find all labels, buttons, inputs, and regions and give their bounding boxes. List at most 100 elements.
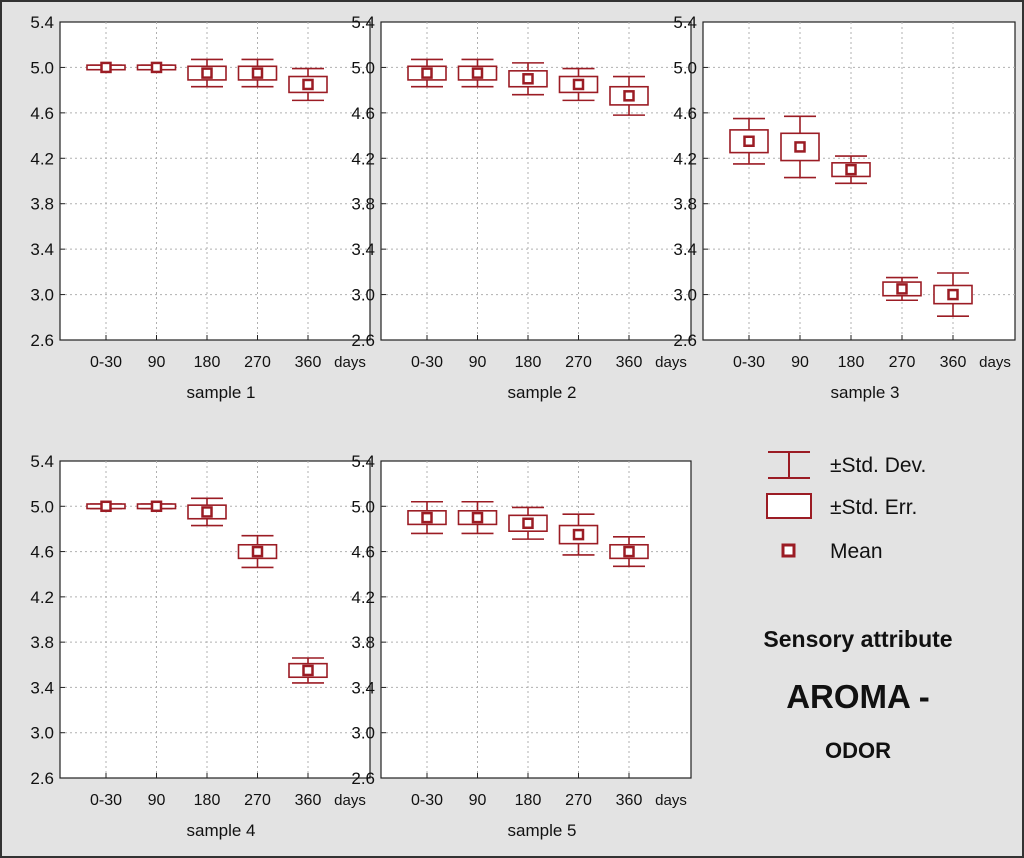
box-mark xyxy=(780,115,820,179)
x-tick-label: 270 xyxy=(565,792,592,809)
box-mark xyxy=(558,513,599,556)
box-mark xyxy=(508,62,548,96)
box-mark xyxy=(86,61,126,74)
y-tick-label: 5.0 xyxy=(30,58,54,77)
mean-marker xyxy=(251,67,264,79)
x-tick-label: 360 xyxy=(616,792,643,809)
x-unit-label: days xyxy=(979,354,1011,371)
mean-marker xyxy=(572,78,585,91)
x-tick-label: 180 xyxy=(838,354,865,371)
chart-panels: 5.4 5.0 4.6 4.2 3.8 3.4 3.0 2.6 0-30 90 180 270 360 d… xyxy=(30,13,1016,840)
x-tick-label: 0-30 xyxy=(90,792,122,809)
x-tick-label: 270 xyxy=(889,354,916,371)
y-tick-label: 3.0 xyxy=(351,286,375,305)
x-tick-label: 90 xyxy=(791,354,809,371)
y-tick-label: 3.8 xyxy=(351,195,375,214)
y-tick-label: 3.8 xyxy=(351,633,375,652)
x-tick-label: 0-30 xyxy=(411,354,443,371)
x-tick-label: 270 xyxy=(244,354,271,371)
mean-marker xyxy=(794,141,806,153)
y-tick-label: 4.6 xyxy=(351,104,375,123)
mean-marker xyxy=(471,511,484,524)
title-line-1: Sensory attribute xyxy=(763,626,952,652)
legend-label-std-err: ±Std. Err. xyxy=(830,496,917,519)
y-tick-label: 5.0 xyxy=(351,58,375,77)
mean-marker xyxy=(522,517,534,530)
x-tick-label: 90 xyxy=(148,792,166,809)
mean-marker xyxy=(100,61,112,74)
x-unit-label: days xyxy=(334,354,366,371)
y-tick-label: 4.6 xyxy=(673,104,697,123)
box-mark xyxy=(187,497,227,527)
y-tick-label: 5.4 xyxy=(351,452,375,471)
mean-marker xyxy=(947,288,959,301)
box-mark xyxy=(237,534,278,569)
mean-marker xyxy=(845,163,857,176)
sample-label: sample 4 xyxy=(187,821,256,840)
box-mark xyxy=(933,272,973,317)
y-tick-label: 5.4 xyxy=(351,13,375,32)
y-tick-label: 3.8 xyxy=(673,195,697,214)
y-tick-label: 4.2 xyxy=(30,149,54,168)
box-mark xyxy=(288,657,328,684)
mean-marker xyxy=(302,78,314,91)
box-mark xyxy=(237,58,278,88)
y-tick-label: 5.0 xyxy=(30,497,54,516)
mean-marker xyxy=(421,67,433,79)
box-mark xyxy=(407,58,447,88)
legend-label-mean: Mean xyxy=(830,540,883,563)
mean-marker xyxy=(201,506,213,518)
x-tick-label: 360 xyxy=(940,354,967,371)
y-tick-label: 5.4 xyxy=(30,13,54,32)
panel-sample-3: 5.4 5.0 4.6 4.2 3.8 3.4 3.0 2.6 0-30 90 180 270 360 d… xyxy=(673,13,1016,402)
x-tick-label: 0-30 xyxy=(411,792,443,809)
y-tick-label: 3.4 xyxy=(30,240,54,259)
x-tick-label: 0-30 xyxy=(90,354,122,371)
mean-marker xyxy=(150,500,163,513)
mean-marker xyxy=(572,528,585,541)
x-tick-label: 180 xyxy=(194,354,221,371)
box-mark xyxy=(508,506,548,540)
box-mark xyxy=(729,117,769,165)
x-tick-label: 360 xyxy=(295,354,322,371)
mean-marker xyxy=(522,73,534,85)
title-line-3: ODOR xyxy=(825,738,891,763)
sample-label: sample 3 xyxy=(831,383,900,402)
x-tick-label: 270 xyxy=(565,354,592,371)
y-tick-label: 3.0 xyxy=(673,286,697,305)
x-tick-label: 90 xyxy=(469,354,487,371)
panel-sample-1: 5.4 5.0 4.6 4.2 3.8 3.4 3.0 2.6 0-30 90 180 270 360 d… xyxy=(30,13,371,402)
legend: ±Std. Dev. ±Std. Err. Mean xyxy=(766,451,926,563)
mean-marker xyxy=(623,90,635,102)
panel-sample-2: 5.4 5.0 4.6 4.2 3.8 3.4 3.0 2.6 0-30 90 180 270 360 d… xyxy=(351,13,692,402)
y-tick-label: 5.0 xyxy=(673,58,697,77)
y-tick-label: 4.6 xyxy=(30,543,54,562)
mean-marker xyxy=(201,67,213,79)
y-tick-label: 3.8 xyxy=(30,633,54,652)
box-mark xyxy=(86,500,126,513)
x-tick-label: 360 xyxy=(616,354,643,371)
y-tick-label: 3.4 xyxy=(351,240,375,259)
x-tick-label: 180 xyxy=(515,354,542,371)
y-tick-label: 2.6 xyxy=(351,331,375,350)
y-tick-label: 4.2 xyxy=(351,588,375,607)
y-tick-label: 2.6 xyxy=(673,331,697,350)
x-tick-label: 90 xyxy=(148,354,166,371)
mean-marker xyxy=(421,511,433,524)
box-mark xyxy=(407,500,447,535)
y-tick-label: 2.6 xyxy=(30,331,54,350)
box-mark xyxy=(136,500,177,513)
mean-marker-icon xyxy=(781,543,796,558)
box-mark xyxy=(288,67,328,102)
mean-marker xyxy=(896,283,908,295)
box-mark xyxy=(609,536,649,568)
x-unit-label: days xyxy=(655,792,687,809)
y-tick-label: 3.8 xyxy=(30,195,54,214)
sample-label: sample 1 xyxy=(187,383,256,402)
sample-label: sample 5 xyxy=(508,821,577,840)
box-mark xyxy=(609,75,649,116)
x-unit-label: days xyxy=(655,354,687,371)
box-mark xyxy=(457,58,498,88)
x-unit-label: days xyxy=(334,792,366,809)
figure-title: Sensory attribute AROMA - ODOR xyxy=(763,626,952,763)
